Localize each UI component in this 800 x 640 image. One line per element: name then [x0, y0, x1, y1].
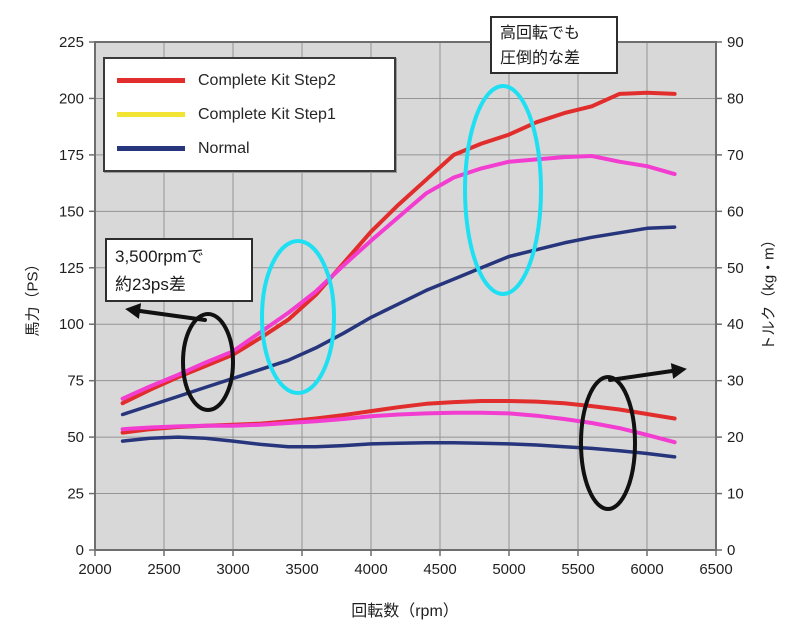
- y-axis-left-title: 馬力（PS）: [24, 256, 42, 337]
- x-axis-tick-label: 2000: [78, 561, 111, 578]
- highlight-ellipse-5000rpm: [463, 84, 543, 296]
- right-axis-tick-label: 20: [727, 429, 744, 446]
- callout-high-rpm: 高回転でも 圧倒的な差: [490, 16, 618, 74]
- left-axis-tick-label: 175: [59, 147, 84, 164]
- x-axis-tick-label: 6000: [630, 561, 663, 578]
- left-axis-tick-label: 0: [76, 542, 84, 559]
- legend-item-step1: Complete Kit Step1: [117, 98, 394, 132]
- left-axis-tick-label: 75: [67, 373, 84, 390]
- highlight-ellipse-3500rpm: [260, 239, 336, 395]
- callout-3500rpm-line1: 3,500rpmで: [115, 247, 204, 266]
- y-axis-right-title: トルク（kg・m）: [760, 232, 778, 351]
- curve-normal-power-ps-: [120, 225, 677, 417]
- x-axis-tick-label: 3000: [216, 561, 249, 578]
- x-axis-tick-label: 2500: [147, 561, 180, 578]
- right-axis-arrow: [608, 369, 674, 382]
- left-axis-tick-label: 50: [67, 429, 84, 446]
- x-axis-tick-label: 6500: [699, 561, 732, 578]
- x-axis-tick-label: 5500: [561, 561, 594, 578]
- curve-complete-kit-step1-power-ps-: [120, 154, 677, 401]
- power-curves-callout-ellipse: [181, 312, 235, 412]
- left-axis-tick-label: 100: [59, 316, 84, 333]
- plot-border: [94, 41, 717, 551]
- left-axis-tick-label: 150: [59, 203, 84, 220]
- legend-item-normal: Normal: [117, 132, 394, 166]
- left-axis-tick-label: 200: [59, 90, 84, 107]
- right-axis-arrow-head: [670, 363, 687, 379]
- left-axis-tick-label: 225: [59, 34, 84, 51]
- left-axis-tick-label: 125: [59, 260, 84, 277]
- right-axis-tick-label: 10: [727, 486, 744, 503]
- legend-label-normal: Normal: [198, 139, 250, 157]
- x-axis-tick-label: 4500: [423, 561, 456, 578]
- x-axis-tick-label: 4000: [354, 561, 387, 578]
- legend-item-step2: Complete Kit Step2: [117, 64, 394, 98]
- right-axis-tick-label: 50: [727, 260, 744, 277]
- callout-high-rpm-line1: 高回転でも: [500, 25, 581, 42]
- curve-complete-kit-step2-power-ps-: [120, 90, 677, 406]
- legend-label-step2: Complete Kit Step2: [198, 71, 336, 89]
- chart-legend: Complete Kit Step2 Complete Kit Step1 No…: [103, 57, 396, 172]
- x-axis-title: 回転数（rpm）: [351, 603, 459, 620]
- right-axis-tick-label: 60: [727, 203, 744, 220]
- x-axis-tick-label: 5000: [492, 561, 525, 578]
- right-axis-tick-label: 80: [727, 90, 744, 107]
- right-axis-tick-label: 30: [727, 373, 744, 390]
- callout-3500rpm: 3,500rpmで 約23ps差: [105, 238, 253, 302]
- legend-label-step1: Complete Kit Step1: [198, 105, 336, 123]
- torque-curves-callout-ellipse: [579, 375, 637, 511]
- legend-swatch-step2: [117, 78, 185, 83]
- left-axis-arrow-head: [125, 303, 142, 319]
- x-axis-tick-label: 3500: [285, 561, 318, 578]
- left-axis-tick-label: 25: [67, 486, 84, 503]
- callout-high-rpm-line2: 圧倒的な差: [500, 50, 581, 67]
- right-axis-tick-label: 90: [727, 34, 744, 51]
- right-axis-tick-label: 70: [727, 147, 744, 164]
- left-axis-arrow: [138, 309, 207, 322]
- callout-3500rpm-line2: 約23ps差: [115, 275, 186, 294]
- legend-swatch-step1: [117, 112, 185, 117]
- right-axis-tick-label: 0: [727, 542, 735, 559]
- legend-swatch-normal: [117, 146, 185, 151]
- right-axis-tick-label: 40: [727, 316, 744, 333]
